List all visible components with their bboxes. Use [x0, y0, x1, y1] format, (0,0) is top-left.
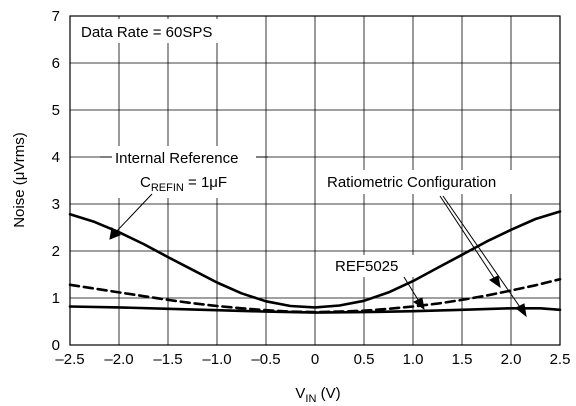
x-tick-label-8: 1.5: [452, 351, 473, 368]
series-line-0: [68, 210, 562, 309]
x-tick-label-4: –0.5: [251, 351, 280, 368]
internal-reference-arrowhead: [109, 227, 121, 240]
x-axis-title: VIN (V): [295, 385, 340, 405]
y-tick-label-5: 5: [52, 102, 60, 119]
y-axis-title-mu: μ: [11, 172, 28, 181]
y-tick-label-1: 1: [52, 290, 60, 307]
y-tick-label-6: 6: [52, 55, 60, 72]
ref5025-arrowhead: [413, 297, 425, 311]
x-axis-title-main: V: [295, 385, 305, 402]
ref5025-arrow-line: [403, 276, 421, 304]
x-tick-label-0: –2.5: [55, 351, 84, 368]
x-tick-labels: –2.5 –2.0 –1.5 –1.0 –0.5 0 0.5 1.0 1.5 2.0 2.5: [55, 351, 570, 368]
ratiometric-arrowhead-2: [489, 275, 501, 289]
crefin-subscript: REFIN: [151, 182, 184, 194]
x-axis-title-sub: IN: [305, 393, 316, 405]
y-tick-label-7: 7: [52, 8, 60, 25]
x-tick-label-5: 0: [311, 351, 319, 368]
y-axis-title-unit: Vrms): [11, 132, 28, 171]
y-axis-title: Noise (μVrms): [11, 132, 28, 228]
y-tick-label-0: 0: [52, 337, 60, 354]
data-rate-label: Data Rate = 60SPS: [81, 24, 212, 41]
x-tick-label-9: 2.0: [501, 351, 522, 368]
internal-reference-label-bg: [100, 146, 258, 198]
arrows: [109, 193, 527, 318]
y-tick-label-4: 4: [52, 149, 60, 166]
x-tick-label-3: –1.0: [202, 351, 231, 368]
ratiometric-label-bg: [322, 170, 534, 194]
ratiometric-arrow-line-2: [439, 195, 497, 282]
plot-frame: [69, 15, 561, 346]
x-tick-label-10: 2.5: [550, 351, 571, 368]
ratiometric-arrow-line: [442, 195, 523, 311]
y-tick-labels: 0 1 2 3 4 5 6 7: [52, 8, 60, 354]
ref5025-label-bg: [332, 255, 414, 277]
y-tick-label-3: 3: [52, 196, 60, 213]
crefin-label: CREFIN = 1μF: [140, 174, 227, 194]
x-tick-label-1: –2.0: [104, 351, 133, 368]
internal-reference-label: Internal Reference: [115, 150, 238, 167]
ratiometric-label: Ratiometric Configuration: [327, 174, 496, 191]
y-tick-label-2: 2: [52, 243, 60, 260]
data-rate-label-bg: [76, 19, 246, 43]
ref5025-label: REF5025: [335, 258, 398, 275]
x-tick-label-7: 1.0: [403, 351, 424, 368]
crefin-c: C: [140, 174, 151, 191]
x-tick-label-6: 0.5: [354, 351, 375, 368]
ratiometric-arrowhead: [515, 303, 527, 318]
x-tick-label-2: –1.5: [153, 351, 182, 368]
crefin-value: = 1μF: [184, 174, 227, 191]
internal-reference-arrow-line: [114, 193, 153, 234]
y-axis-title-prefix: Noise (: [11, 180, 28, 228]
x-axis-title-unit: (V): [316, 385, 340, 402]
